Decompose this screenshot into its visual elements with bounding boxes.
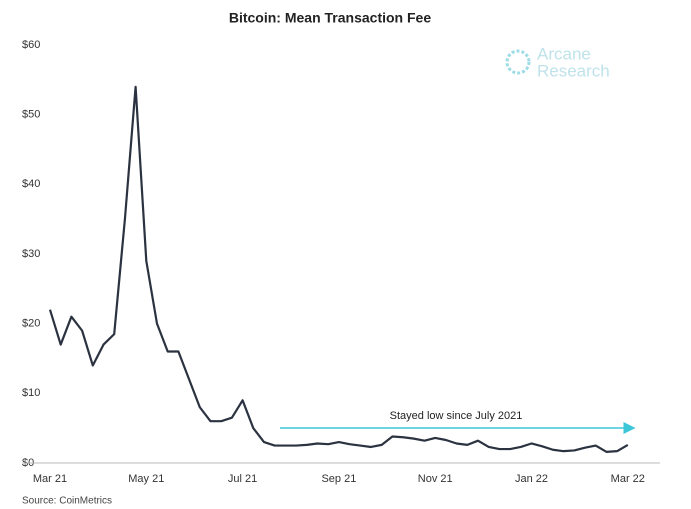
logo-text: Research: [537, 61, 610, 80]
annotation: Stayed low since July 2021: [390, 410, 523, 422]
x-tick-label: Jan 22: [515, 473, 548, 485]
x-tick-label: Mar 22: [611, 473, 645, 485]
logo-icon: [505, 49, 531, 75]
x-tick-label: May 21: [128, 473, 164, 485]
x-tick-label: Nov 21: [418, 473, 453, 485]
y-tick-label: $30: [22, 248, 40, 260]
x-tick-label: Jul 21: [228, 473, 257, 485]
y-tick-label: $10: [22, 387, 40, 399]
y-tick-label: $20: [22, 318, 40, 330]
logo: Arcane Research: [505, 44, 610, 80]
x-tick-label: Mar 21: [33, 473, 67, 485]
y-tick-label: $40: [22, 178, 40, 190]
chart-title: Bitcoin: Mean Transaction Fee: [229, 10, 431, 26]
source: Source: CoinMetrics: [22, 496, 112, 507]
x-tick-label: Sep 21: [321, 473, 356, 485]
line: [48, 85, 629, 453]
y-tick-label: $50: [22, 109, 40, 121]
logo-text: Arcane: [537, 44, 591, 63]
y-tick-label: $60: [22, 39, 40, 51]
